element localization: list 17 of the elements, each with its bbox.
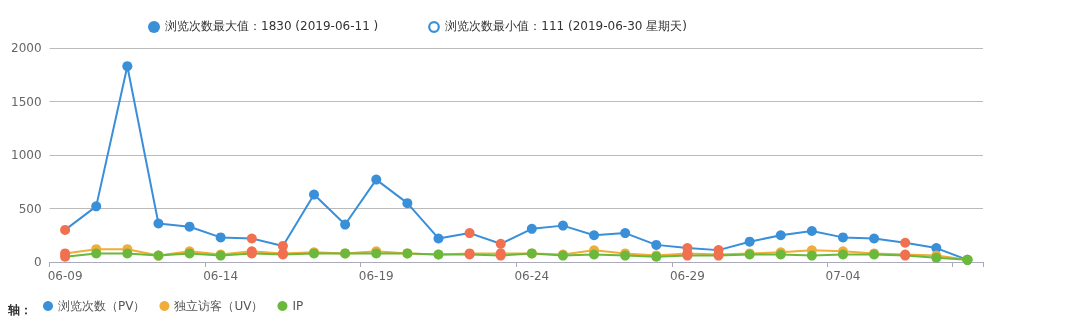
y-tick-label: 0 [33,255,42,269]
x-tick-label: 06-19 [358,269,394,283]
x-tick-label: 06-24 [514,269,550,283]
x-tick-label: 06-14 [203,269,239,283]
x-tick-label: 07-04 [825,269,861,283]
legend-label: 浏览次数（PV） [58,299,146,313]
y-tick-label: 2000 [10,41,42,55]
legend-label: IP [292,299,304,313]
text: 浏览次数最小值：111 (2019-06-30 星期天) [445,18,687,35]
legend-label: 独立访客（UV） [174,299,264,313]
x-tick-label: 06-09 [47,269,83,283]
legend-title: 轴： [7,303,32,317]
y-tick-label: 1000 [10,148,42,162]
x-tick-label: 06-29 [669,269,705,283]
y-tick-label: 500 [18,201,42,216]
y-tick-label: 1500 [10,94,42,109]
text: 浏览次数最大值：1830 (2019-06-11 ) [165,18,379,35]
